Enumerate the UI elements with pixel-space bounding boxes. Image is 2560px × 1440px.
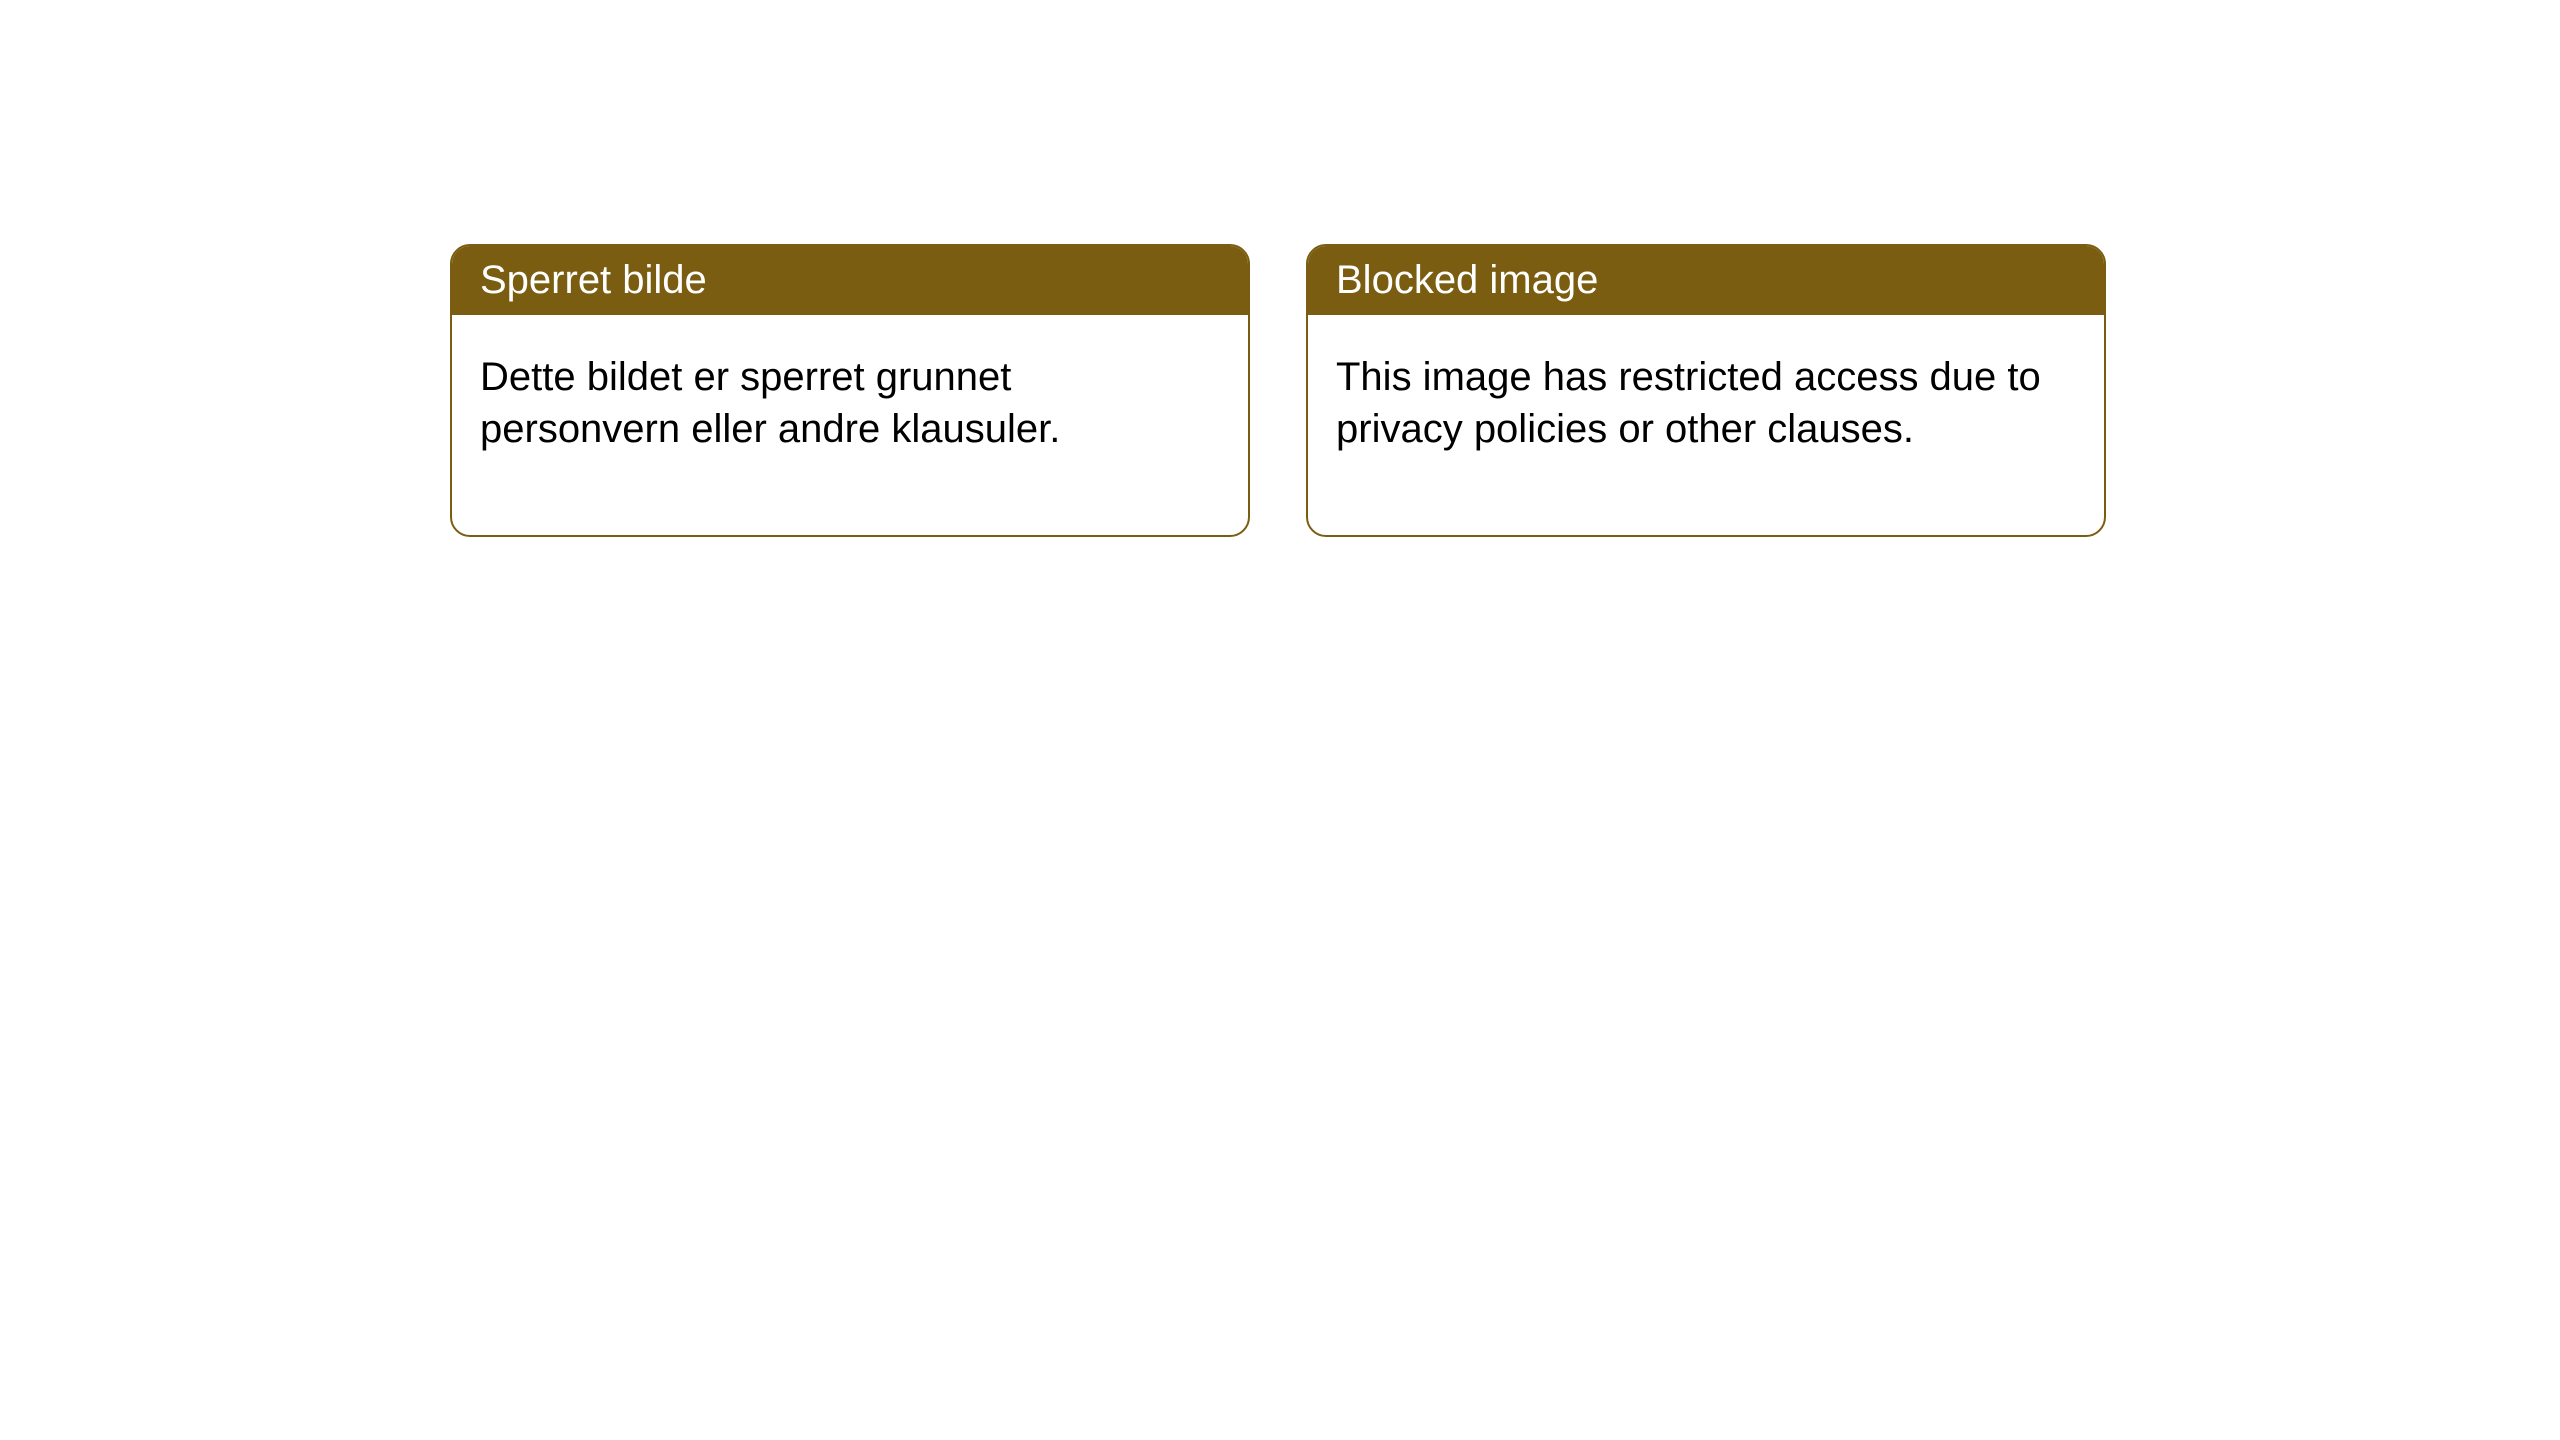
card-title: Blocked image — [1336, 258, 1598, 302]
card-body-text: This image has restricted access due to … — [1336, 355, 2041, 451]
card-body: Dette bildet er sperret grunnet personve… — [452, 315, 1248, 535]
notice-card-english: Blocked image This image has restricted … — [1306, 244, 2106, 537]
card-header: Blocked image — [1308, 246, 2104, 315]
notice-card-norwegian: Sperret bilde Dette bildet er sperret gr… — [450, 244, 1250, 537]
card-title: Sperret bilde — [480, 258, 707, 302]
card-body-text: Dette bildet er sperret grunnet personve… — [480, 355, 1060, 451]
card-header: Sperret bilde — [452, 246, 1248, 315]
notice-container: Sperret bilde Dette bildet er sperret gr… — [0, 0, 2560, 537]
card-body: This image has restricted access due to … — [1308, 315, 2104, 535]
